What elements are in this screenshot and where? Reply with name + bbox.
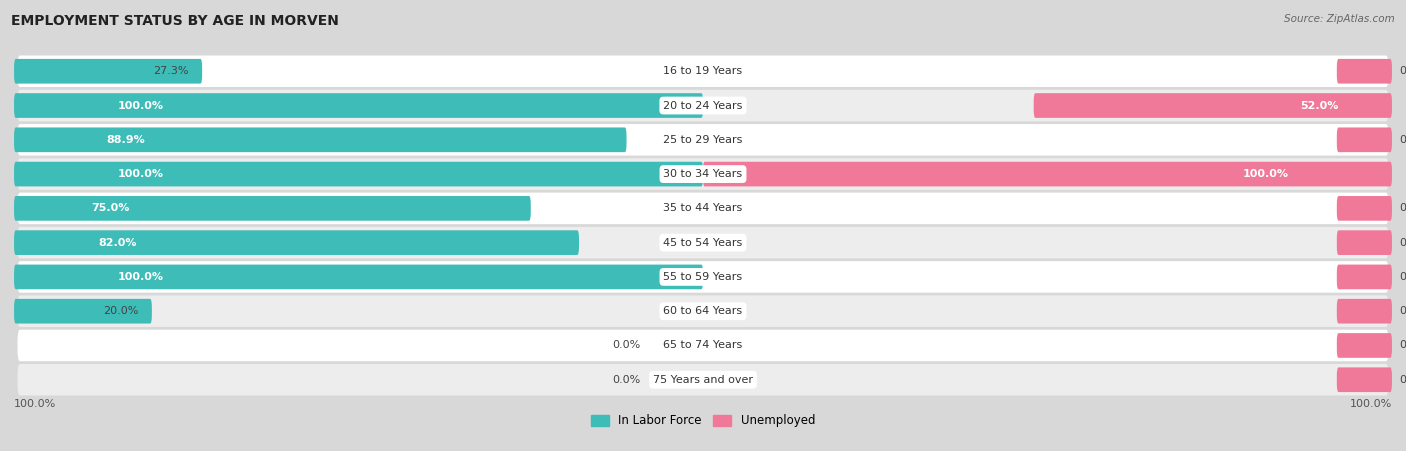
- Text: 100.0%: 100.0%: [117, 272, 163, 282]
- Text: 52.0%: 52.0%: [1299, 101, 1339, 110]
- FancyBboxPatch shape: [1337, 265, 1392, 289]
- FancyBboxPatch shape: [17, 193, 1389, 224]
- FancyBboxPatch shape: [17, 124, 1389, 156]
- Text: 82.0%: 82.0%: [98, 238, 138, 248]
- FancyBboxPatch shape: [1337, 230, 1392, 255]
- FancyBboxPatch shape: [17, 330, 1389, 361]
- FancyBboxPatch shape: [17, 295, 1389, 327]
- FancyBboxPatch shape: [1337, 368, 1392, 392]
- Text: 0.0%: 0.0%: [1399, 272, 1406, 282]
- FancyBboxPatch shape: [1337, 128, 1392, 152]
- FancyBboxPatch shape: [17, 55, 1389, 87]
- Text: 100.0%: 100.0%: [1350, 399, 1392, 409]
- FancyBboxPatch shape: [703, 162, 1392, 186]
- Text: 75.0%: 75.0%: [91, 203, 129, 213]
- FancyBboxPatch shape: [17, 158, 1389, 190]
- FancyBboxPatch shape: [14, 196, 531, 221]
- FancyBboxPatch shape: [1337, 333, 1392, 358]
- FancyBboxPatch shape: [14, 230, 579, 255]
- Text: 100.0%: 100.0%: [14, 399, 56, 409]
- Text: 27.3%: 27.3%: [153, 66, 188, 76]
- FancyBboxPatch shape: [1337, 299, 1392, 323]
- FancyBboxPatch shape: [14, 162, 703, 186]
- Text: 35 to 44 Years: 35 to 44 Years: [664, 203, 742, 213]
- FancyBboxPatch shape: [14, 59, 202, 83]
- Text: EMPLOYMENT STATUS BY AGE IN MORVEN: EMPLOYMENT STATUS BY AGE IN MORVEN: [11, 14, 339, 28]
- FancyBboxPatch shape: [14, 128, 627, 152]
- Text: Source: ZipAtlas.com: Source: ZipAtlas.com: [1284, 14, 1395, 23]
- Text: 65 to 74 Years: 65 to 74 Years: [664, 341, 742, 350]
- Text: 100.0%: 100.0%: [117, 169, 163, 179]
- Text: 0.0%: 0.0%: [613, 375, 641, 385]
- FancyBboxPatch shape: [14, 265, 703, 289]
- Text: 0.0%: 0.0%: [1399, 306, 1406, 316]
- Text: 100.0%: 100.0%: [117, 101, 163, 110]
- FancyBboxPatch shape: [14, 93, 703, 118]
- Text: 16 to 19 Years: 16 to 19 Years: [664, 66, 742, 76]
- Text: 30 to 34 Years: 30 to 34 Years: [664, 169, 742, 179]
- FancyBboxPatch shape: [17, 227, 1389, 258]
- Text: 0.0%: 0.0%: [1399, 375, 1406, 385]
- Text: 88.9%: 88.9%: [105, 135, 145, 145]
- Text: 55 to 59 Years: 55 to 59 Years: [664, 272, 742, 282]
- FancyBboxPatch shape: [17, 90, 1389, 121]
- Text: 60 to 64 Years: 60 to 64 Years: [664, 306, 742, 316]
- FancyBboxPatch shape: [17, 261, 1389, 293]
- Text: 0.0%: 0.0%: [1399, 135, 1406, 145]
- Text: 45 to 54 Years: 45 to 54 Years: [664, 238, 742, 248]
- Text: 75 Years and over: 75 Years and over: [652, 375, 754, 385]
- FancyBboxPatch shape: [14, 299, 152, 323]
- Text: 0.0%: 0.0%: [613, 341, 641, 350]
- Legend: In Labor Force, Unemployed: In Labor Force, Unemployed: [586, 410, 820, 432]
- FancyBboxPatch shape: [1337, 196, 1392, 221]
- Text: 20.0%: 20.0%: [103, 306, 138, 316]
- FancyBboxPatch shape: [17, 364, 1389, 396]
- FancyBboxPatch shape: [1337, 59, 1392, 83]
- Text: 0.0%: 0.0%: [1399, 341, 1406, 350]
- Text: 20 to 24 Years: 20 to 24 Years: [664, 101, 742, 110]
- Text: 100.0%: 100.0%: [1243, 169, 1289, 179]
- Text: 25 to 29 Years: 25 to 29 Years: [664, 135, 742, 145]
- FancyBboxPatch shape: [1033, 93, 1392, 118]
- Text: 0.0%: 0.0%: [1399, 66, 1406, 76]
- Text: 0.0%: 0.0%: [1399, 238, 1406, 248]
- Text: 0.0%: 0.0%: [1399, 203, 1406, 213]
